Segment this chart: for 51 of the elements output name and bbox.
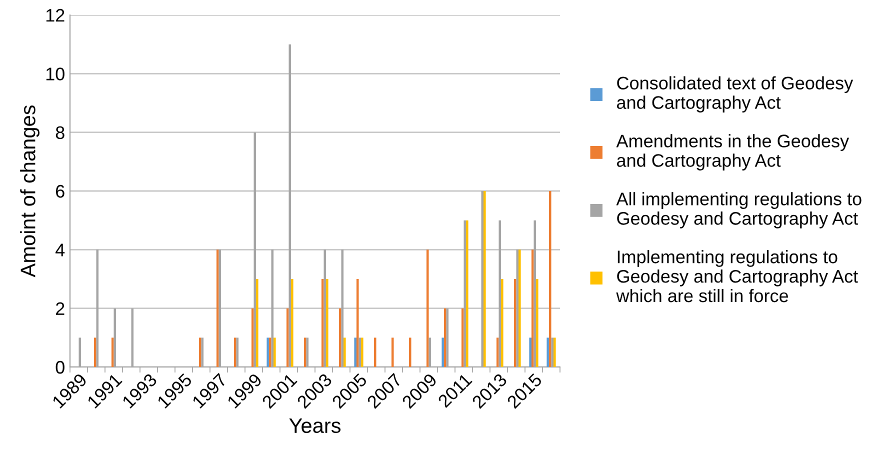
bar [484, 191, 486, 367]
y-tick-label: 0 [56, 360, 64, 374]
bar [286, 308, 289, 367]
bar [251, 308, 254, 367]
bar [529, 338, 532, 367]
bar [111, 338, 114, 367]
y-axis-title: Amoint of changes [20, 105, 40, 278]
bar [94, 338, 96, 367]
y-tick-label: 10 [46, 68, 64, 80]
bar [546, 338, 549, 367]
legend-label: Consolidated text of Geodesy and Cartography Act [616, 76, 854, 112]
bar [304, 338, 306, 367]
y-tick-label: 8 [56, 126, 64, 140]
bar [256, 279, 258, 367]
bar [198, 338, 202, 367]
bar [501, 279, 504, 367]
bar [548, 191, 552, 367]
bar [356, 279, 359, 367]
bar [391, 338, 394, 367]
bar [496, 338, 499, 367]
bar [216, 250, 219, 367]
legend-label: Implementing regulations to Geodesy and Cartography Act which are still in force [616, 250, 858, 302]
bar [442, 338, 444, 367]
bar [338, 308, 342, 367]
bar [266, 338, 269, 367]
bar [354, 338, 356, 367]
bar [268, 338, 272, 367]
y-tick-label: 2 [56, 302, 64, 315]
bar [514, 279, 516, 367]
bar [291, 279, 294, 367]
y-tick-label: 4 [56, 244, 65, 256]
x-axis-title: Years [289, 418, 341, 434]
bar [321, 279, 324, 367]
legend-label: All implementing regulations to Geodesy and Cartography Act [616, 192, 862, 228]
bar [374, 338, 376, 367]
bar [444, 308, 446, 367]
bar [408, 338, 412, 367]
bar [344, 338, 346, 367]
bar [361, 338, 364, 367]
bar [426, 250, 429, 367]
bar [466, 220, 468, 367]
bar [326, 279, 328, 367]
y-tick-label: 12 [46, 8, 64, 22]
bar [274, 338, 276, 367]
y-tick-label: 6 [56, 184, 64, 198]
legend-label: Amendments in the Geodesy and Cartography Act [616, 134, 850, 170]
bar [461, 308, 464, 367]
bar [234, 338, 236, 367]
bar [536, 279, 538, 367]
bar [554, 338, 556, 367]
bar [518, 250, 521, 367]
